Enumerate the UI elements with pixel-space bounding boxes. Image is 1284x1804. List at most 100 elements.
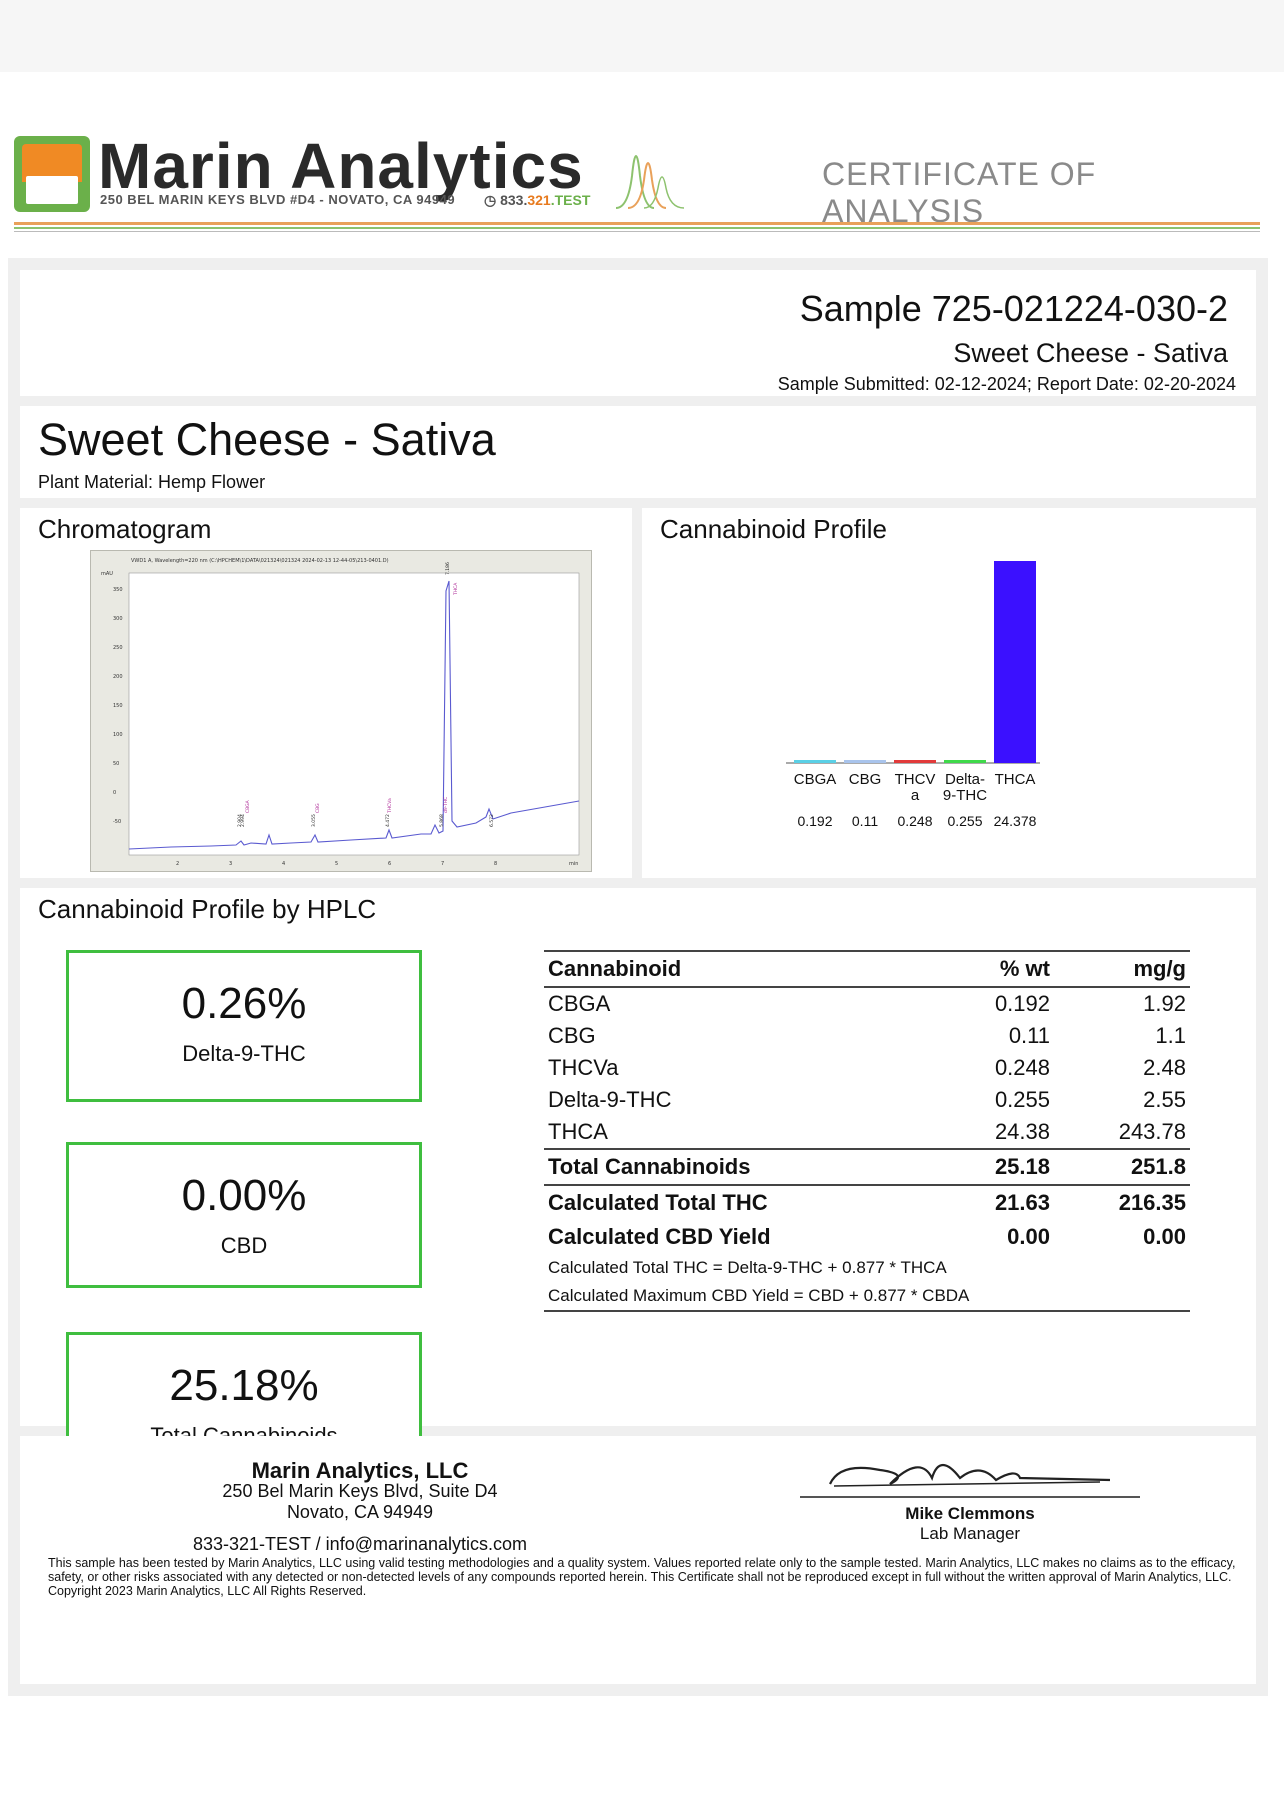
profile-value-label: 24.378 [994,813,1037,829]
profile-category-label: a [911,787,920,804]
product-panel: Sweet Cheese - Sativa Plant Material: He… [20,406,1256,498]
profile-bar [844,760,886,763]
profile-bar-chart: CBGA 0.192 CBG 0.11 THCVa 0.248 Delta-9-THC 0.2… [786,561,1040,829]
chromatogram-y-tick: -50 [113,819,121,825]
lab-name: Marin Analytics, LLC [251,1458,469,1483]
report-header: Marin Analytics 250 BEL MARIN KEYS BLVD … [14,130,1260,240]
chromatogram-peak-label: THCVa [387,798,393,814]
profile-category-label: 9-THC [943,787,987,804]
mg-per-g: 1.92 [1143,991,1186,1016]
profile-bar [944,760,986,763]
calc-cbd-label: Calculated CBD Yield [548,1224,771,1249]
chromatogram-y-tick: 350 [113,587,123,593]
kpi-cbd: 0.00% CBD [66,1142,422,1288]
chromatogram-trace [128,580,580,850]
signature-line [800,1496,1140,1498]
pct-weight: 0.192 [994,991,1050,1016]
pct-weight: 24.38 [994,1119,1050,1144]
document-type: CERTIFICATE OF ANALYSIS [822,156,1097,229]
calc-cbd-pct: 0.00 [1007,1224,1050,1249]
formula-cbd: Calculated Maximum CBD Yield = CBD + 0.8… [544,1282,1190,1312]
chromatogram-retention-label: 4.472 [385,814,391,827]
profile-value-label: 0.255 [947,813,982,829]
header-divider-grey [14,231,1260,232]
peaks-logo-icon [615,155,685,209]
chromatogram-image: VWD1 A, Wavelength=220 nm (C:\HPCHEM\1\D… [90,550,592,872]
kpi-delta9-thc: 0.26% Delta-9-THC [66,950,422,1102]
header-divider-orange [14,222,1260,225]
footer-panel: Marin Analytics, LLC 250 Bel Marin Keys … [20,1436,1256,1684]
chromatogram-y-tick: 300 [113,616,123,622]
table-header-row: Cannabinoid % wt mg/g [544,950,1190,988]
profile-bar [894,760,936,763]
lab-address-block: Marin Analytics, LLC 250 Bel Marin Keys … [200,1460,520,1523]
kpi-value: 0.00% [181,1171,307,1220]
profile-category-label: CBGA [794,771,837,788]
disclaimer-text: This sample has been tested by Marin Ana… [48,1556,1236,1598]
chromatogram-y-ticks: 350 300 250 200 150 100 50 0 -50 [113,587,123,825]
table-row: Delta-9-THC 0.255 2.55 [544,1084,1190,1116]
pct-weight: 0.11 [1008,1023,1050,1048]
profile-category-label: THCV [895,771,936,788]
column-header: Cannabinoid [544,950,924,988]
plant-material: Plant Material: Hemp Flower [38,472,266,492]
results-table: Cannabinoid % wt mg/g CBGA 0.192 1.92 CB… [544,950,1190,1312]
chromatogram-panel: Chromatogram VWD1 A, Wavelength=220 nm (… [20,508,632,878]
product-title: Sweet Cheese - Sativa [38,414,496,465]
calc-cbd-mg: 0.00 [1143,1224,1186,1249]
chromatogram-y-tick: 100 [113,732,123,738]
sample-dates: Sample Submitted: 02-12-2024; Report Dat… [777,374,1236,394]
chromatogram-x-ticks: 2 3 4 5 6 7 8 [176,861,497,867]
formula-thc: Calculated Total THC = Delta-9-THC + 0.8… [548,1258,947,1277]
chromatogram-y-tick: 50 [113,761,119,767]
profile-category-label: CBG [849,771,882,788]
pct-weight: 0.248 [994,1055,1050,1080]
chromatogram-title: Chromatogram [38,514,212,544]
signature-image [828,1463,1111,1487]
formula-row: Calculated Total THC = Delta-9-THC + 0.8… [544,1254,1190,1282]
signer-name: Mike Clemmons [905,1504,1035,1523]
kpi-label: Delta-9-THC [182,1041,306,1066]
calc-thc-row: Calculated Total THC 21.63 216.35 [544,1185,1190,1220]
brand-address: 250 BEL MARIN KEYS BLVD #D4 - NOVATO, CA… [100,192,456,207]
total-row: Total Cannabinoids 25.18 251.8 [544,1148,1190,1186]
analyte-name: CBGA [548,991,611,1016]
chromatogram-retention-label: 5.868 [439,814,445,827]
total-pct: 25.18 [924,1148,1054,1186]
total-mg: 251.8 [1054,1148,1190,1186]
chromatogram-y-tick: 200 [113,674,123,680]
chromatogram-peak-label: THCA [453,582,459,596]
brand-name: Marin Analytics [98,130,584,202]
chromatogram-retention-label: 2.994 [240,814,246,827]
hplc-panel: Cannabinoid Profile by HPLC 0.26% Delta-… [20,888,1256,1484]
profile-value-label: 0.192 [797,813,832,829]
signer-role: Lab Manager [919,1524,1021,1543]
chromatogram-peak-label: CBGA [245,799,251,813]
chromatogram-x-unit: min [569,861,578,867]
mg-per-g: 2.48 [1143,1055,1186,1080]
chromatogram-y-tick: 250 [113,645,123,651]
analyte-name: CBG [548,1023,596,1048]
mg-per-g: 2.55 [1143,1087,1186,1112]
chromatogram-peak-label: d9-THC [443,797,449,813]
chromatogram-peak-label: CBG [315,803,321,813]
table-row: CBG 0.11 1.1 [544,1020,1190,1052]
report-body: Sample 725-021224-030-2 Sweet Cheese - S… [8,258,1268,1696]
chromatogram-x-tick: 6 [388,861,391,867]
calc-cbd-row: Calculated CBD Yield 0.00 0.00 [544,1220,1190,1254]
chromatogram-x-tick: 2 [176,861,179,867]
brand-phone: ◷ 833.321.TEST [484,192,591,208]
top-band [0,0,1284,72]
sample-id: Sample 725-021224-030-2 [799,288,1228,329]
table-row: THCVa 0.248 2.48 [544,1052,1190,1084]
chromatogram-y-unit: mAU [101,571,113,577]
chromatogram-retention-label: 2.904 [237,814,243,827]
chromatogram-retention-label: 3.055 [311,814,317,827]
kpi-label: CBD [220,1233,268,1258]
company-logo-icon [14,136,90,212]
kpi-value: 0.26% [181,979,307,1028]
sample-panel: Sample 725-021224-030-2 Sweet Cheese - S… [20,270,1256,396]
sample-name: Sweet Cheese - Sativa [953,338,1228,368]
chromatogram-y-tick: 150 [113,703,123,709]
